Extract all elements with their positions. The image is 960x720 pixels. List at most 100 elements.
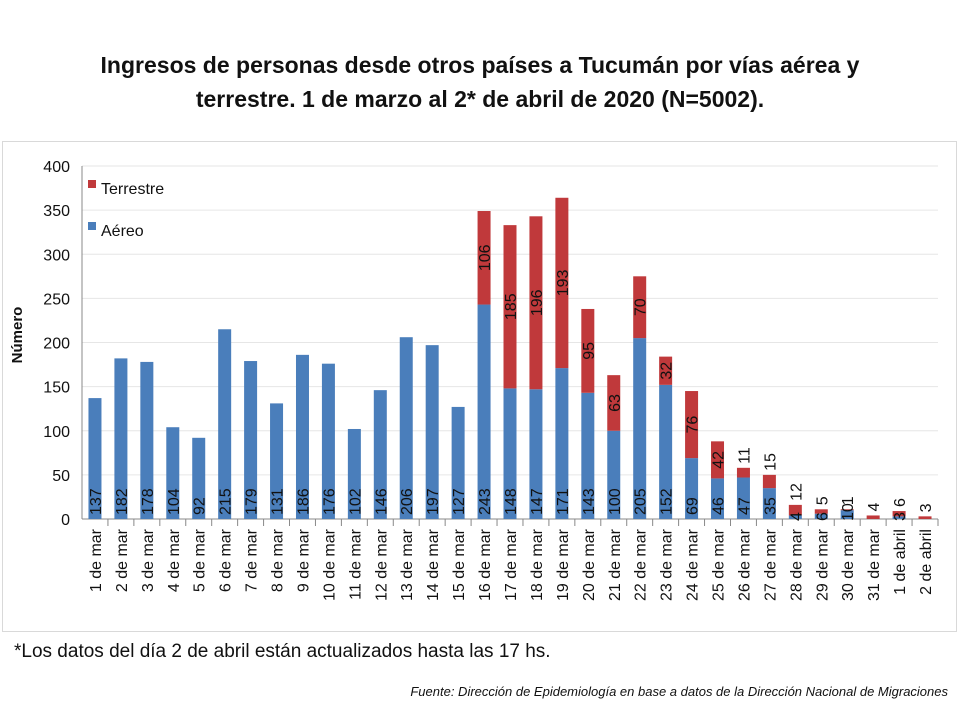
data-label-aereo: 143 [581,488,598,515]
data-label-terrestre: 76 [685,416,702,434]
data-label-aereo: 47 [736,497,753,515]
x-tick-label: 28 de mar [788,528,805,601]
x-tick-label: 1 de abril [892,529,909,595]
legend-label-aereo: Aéreo [101,223,144,240]
bar-terrestre [685,391,699,459]
x-tick-label: 18 de mar [529,528,546,601]
x-tick-label: 2 de mar [114,528,131,592]
y-tick-label: 400 [43,159,70,176]
x-tick-label: 4 de mar [166,528,183,592]
bar-aereo [373,390,387,519]
data-label-aereo: 10 [840,503,857,521]
bar-terrestre [607,375,621,431]
x-tick-label: 21 de mar [607,528,624,601]
bar-aereo [321,363,335,519]
data-label-aereo: 102 [347,488,364,515]
data-label-aereo: 127 [451,488,468,515]
bar-terrestre [918,516,932,519]
y-tick-label: 300 [43,247,70,264]
bar-terrestre [814,509,828,514]
x-tick-label: 3 de mar [140,528,157,592]
data-label-aereo: 4 [788,512,805,521]
x-tick-label: 13 de mar [399,528,416,601]
bar-aereo [529,389,543,519]
data-label-terrestre: 15 [762,453,779,471]
bar-aereo [736,477,750,519]
bar-aereo [140,361,154,519]
bar-aereo [840,510,854,519]
x-tick-label: 1 de mar [88,528,105,592]
bar-terrestre [529,216,543,390]
bar-terrestre [659,356,673,385]
bar-aereo [192,437,206,519]
data-label-terrestre: 70 [633,298,650,316]
data-label-aereo: 131 [270,488,287,515]
title-line-2: terrestre. 1 de marzo al 2* de abril de … [195,86,765,112]
title-line-1: Ingresos de personas desde otros países … [100,52,860,78]
bar-terrestre [503,225,517,389]
bar-aereo [399,337,413,519]
data-label-terrestre: 106 [477,244,494,271]
data-label-aereo: 100 [607,488,624,515]
y-axis-label: Número [9,307,26,364]
x-tick-label: 25 de mar [711,528,728,601]
bar-terrestre [711,441,725,479]
data-label-terrestre: 95 [581,342,598,360]
data-label-terrestre: 1 [840,496,857,505]
bar-terrestre [581,308,595,393]
data-label-aereo: 186 [295,488,312,515]
x-tick-label: 24 de mar [685,528,702,601]
y-tick-label: 100 [43,424,70,441]
data-label-aereo: 178 [140,488,157,515]
bar-aereo [451,406,465,519]
x-tick-label: 30 de mar [840,528,857,601]
bar-aereo [814,513,828,519]
bar-terrestre [788,504,802,516]
bar-terrestre [736,467,750,478]
bar-terrestre [633,276,647,339]
data-label-terrestre: 42 [711,451,728,469]
x-tick-label: 14 de mar [425,528,442,601]
data-label-aereo: 146 [373,488,390,515]
data-label-terrestre: 4 [866,502,883,511]
source-note: Fuente: Dirección de Epidemiología en ba… [410,684,948,699]
bar-aereo [685,458,699,519]
y-tick-label: 0 [61,512,70,529]
data-label-aereo: 243 [477,488,494,515]
bar-aereo [425,345,439,519]
bar-aereo [295,354,309,519]
data-label-aereo: 137 [88,488,105,515]
data-label-terrestre: 5 [814,496,831,505]
data-label-aereo: 176 [321,488,338,515]
bar-aereo [659,384,673,519]
legend-swatch-aereo [88,222,96,230]
bar-aereo [114,358,128,519]
bar-terrestre [477,211,491,305]
x-tick-label: 12 de mar [373,528,390,601]
data-label-aereo: 92 [192,497,209,515]
bar-aereo [244,361,258,519]
data-label-aereo: 182 [114,488,131,515]
x-tick-label: 22 de mar [633,528,650,601]
bar-aereo [581,392,595,519]
bar-aereo [555,368,569,519]
x-tick-label: 8 de mar [270,528,287,592]
bar-aereo [607,430,621,519]
x-tick-label: 26 de mar [736,528,753,601]
footnote: *Los datos del día 2 de abril están actu… [14,641,551,662]
bar-aereo [477,304,491,519]
data-label-terrestre: 32 [659,362,676,380]
data-label-aereo: 147 [529,488,546,515]
x-tick-label: 11 de mar [347,528,364,600]
data-label-aereo: 104 [166,488,183,515]
data-label-terrestre: 63 [607,394,624,412]
data-label-terrestre: 193 [555,269,572,296]
chart-title: Ingresos de personas desde otros países … [0,48,960,116]
bar-aereo [711,478,725,519]
data-label-terrestre: 196 [529,289,546,316]
data-label-terrestre: 185 [503,293,520,320]
data-label-aereo: 179 [244,488,261,515]
bar-aereo [270,403,284,519]
bar-aereo [88,398,102,519]
x-tick-label: 31 de mar [866,528,883,601]
